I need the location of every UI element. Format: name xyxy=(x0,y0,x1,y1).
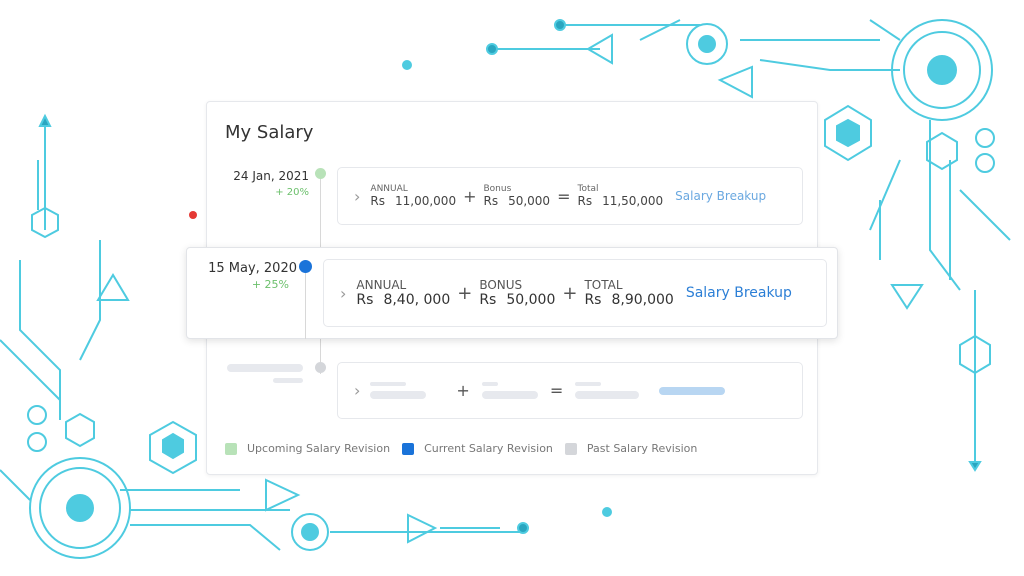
legend: Upcoming Salary Revision Current Salary … xyxy=(225,442,709,455)
salary-breakup-link[interactable]: Salary Breakup xyxy=(685,285,792,301)
skeleton-link xyxy=(659,386,726,395)
currency: Rs xyxy=(370,194,385,208)
currency: Rs xyxy=(479,292,497,308)
total-label: TOTAL xyxy=(584,278,623,292)
bonus-label: Bonus xyxy=(483,184,512,194)
skeleton-date xyxy=(227,364,303,372)
equals-sign: = xyxy=(549,381,564,400)
chevron-right-icon[interactable]: › xyxy=(354,186,361,206)
revision-date: 24 Jan, 2021 xyxy=(233,169,309,183)
revision-row-current[interactable]: › ANNUAL Rs 8,40, 000 + BONUS Rs 50,000 + TO… xyxy=(323,259,827,327)
plus-sign: + xyxy=(456,381,470,400)
plus-sign: + xyxy=(562,282,578,304)
chevron-right-icon[interactable]: › xyxy=(340,283,347,303)
currency: Rs xyxy=(483,194,499,208)
bonus-value: 50,000 xyxy=(506,292,556,308)
bonus-value: 50,000 xyxy=(508,194,551,208)
plus-sign: + xyxy=(457,282,473,304)
legend-current: Current Salary Revision xyxy=(424,442,553,455)
annual-label: ANNUAL xyxy=(370,184,408,194)
revision-date: 15 May, 2020 xyxy=(208,261,297,276)
current-dot xyxy=(299,260,312,273)
salary-breakup-link[interactable]: Salary Breakup xyxy=(675,189,767,203)
legend-past: Past Salary Revision xyxy=(586,442,698,455)
bonus-label: BONUS xyxy=(479,278,523,292)
legend-upcoming: Upcoming Salary Revision xyxy=(247,442,391,455)
annual-value: 8,40, 000 xyxy=(383,292,451,308)
legend-swatch-current xyxy=(402,442,415,455)
upcoming-dot xyxy=(315,168,326,179)
revision-change: + 25% xyxy=(251,278,289,291)
timeline-line xyxy=(305,273,306,339)
annual-label: ANNUAL xyxy=(356,278,407,292)
revision-row-past: › + = xyxy=(337,362,803,419)
circuit-right xyxy=(486,19,1011,472)
circuit-left xyxy=(0,113,529,559)
past-dot xyxy=(315,362,326,373)
plus-sign: + xyxy=(463,186,477,206)
current-revision-panel: 15 May, 2020 + 25% › ANNUAL Rs 8,40, 000 +… xyxy=(186,247,838,339)
total-value: 11,50,000 xyxy=(602,194,664,208)
revision-change: + 20% xyxy=(275,187,309,198)
total-label: Total xyxy=(577,184,599,194)
equals-sign: = xyxy=(557,186,571,206)
page-title: My Salary xyxy=(225,122,314,143)
currency: Rs xyxy=(577,194,593,208)
total-value: 8,90,000 xyxy=(611,292,674,308)
revision-row-upcoming[interactable]: › ANNUAL Rs 11,00,000 + Bonus Rs 50,000 = To… xyxy=(337,167,803,225)
legend-swatch-past xyxy=(564,442,577,455)
chevron-right-icon: › xyxy=(354,381,361,400)
currency: Rs xyxy=(584,292,602,308)
legend-swatch-upcoming xyxy=(225,442,237,455)
currency: Rs xyxy=(356,292,374,308)
skeleton-change xyxy=(273,378,303,383)
annual-value: 11,00,000 xyxy=(395,194,457,208)
